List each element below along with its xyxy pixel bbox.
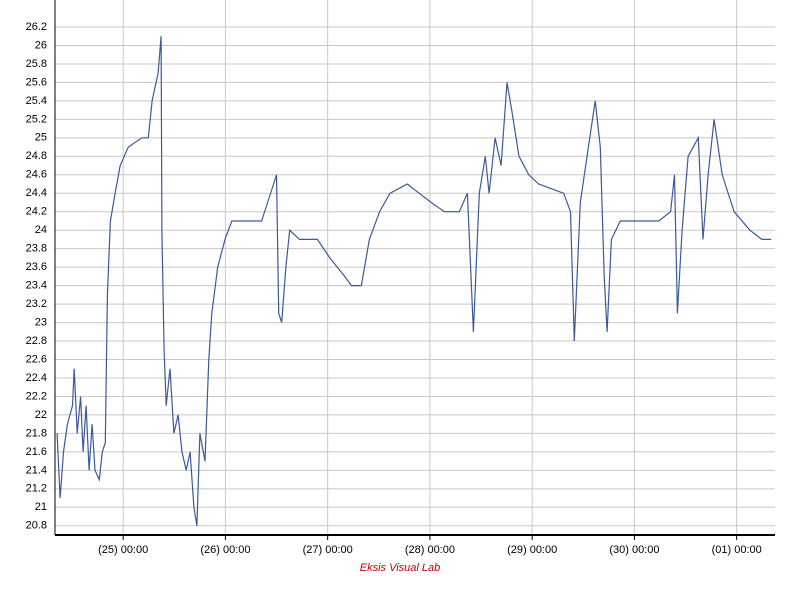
y-tick-label: 21.2: [26, 483, 47, 495]
y-tick-label: 26: [35, 39, 47, 51]
x-tick-label: (30) 00:00: [609, 544, 659, 556]
y-tick-label: 23: [35, 316, 47, 328]
watermark: Eksis Visual Lab: [360, 562, 441, 574]
x-tick-label: (25) 00:00: [98, 544, 148, 556]
y-tick-label: 21.6: [26, 446, 47, 458]
x-tick-label: (26) 00:00: [200, 544, 250, 556]
y-tick-label: 24: [35, 224, 47, 236]
y-tick-label: 23.6: [26, 261, 47, 273]
x-tick-label: (28) 00:00: [405, 544, 455, 556]
data-line: [56, 36, 772, 526]
y-tick-label: 24.8: [26, 150, 47, 162]
y-tick-label: 22.4: [26, 372, 47, 384]
y-tick-label: 24.4: [26, 187, 47, 199]
y-tick-label: 20.8: [26, 520, 47, 532]
y-tick-label: 25.4: [26, 95, 47, 107]
y-tick-label: 25.8: [26, 58, 47, 70]
y-tick-label: 25: [35, 132, 47, 144]
y-tick-label: 21.8: [26, 427, 47, 439]
y-tick-label: 23.4: [26, 280, 47, 292]
y-tick-label: 21.4: [26, 464, 47, 476]
y-tick-label: 23.2: [26, 298, 47, 310]
x-tick-label: (01) 00:00: [712, 544, 762, 556]
x-tick-label: (27) 00:00: [303, 544, 353, 556]
y-tick-label: 22.6: [26, 353, 47, 365]
x-tick-label: (29) 00:00: [507, 544, 557, 556]
y-tick-label: 21: [35, 501, 47, 513]
y-tick-label: 23.8: [26, 243, 47, 255]
y-tick-label: 25.6: [26, 76, 47, 88]
y-tick-label: 22: [35, 409, 47, 421]
y-tick-label: 22.2: [26, 390, 47, 402]
y-tick-label: 22.8: [26, 335, 47, 347]
y-tick-label: 25.2: [26, 113, 47, 125]
y-tick-label: 26.2: [26, 21, 47, 33]
y-tick-label: 24.6: [26, 169, 47, 181]
y-tick-label: 24.2: [26, 206, 47, 218]
